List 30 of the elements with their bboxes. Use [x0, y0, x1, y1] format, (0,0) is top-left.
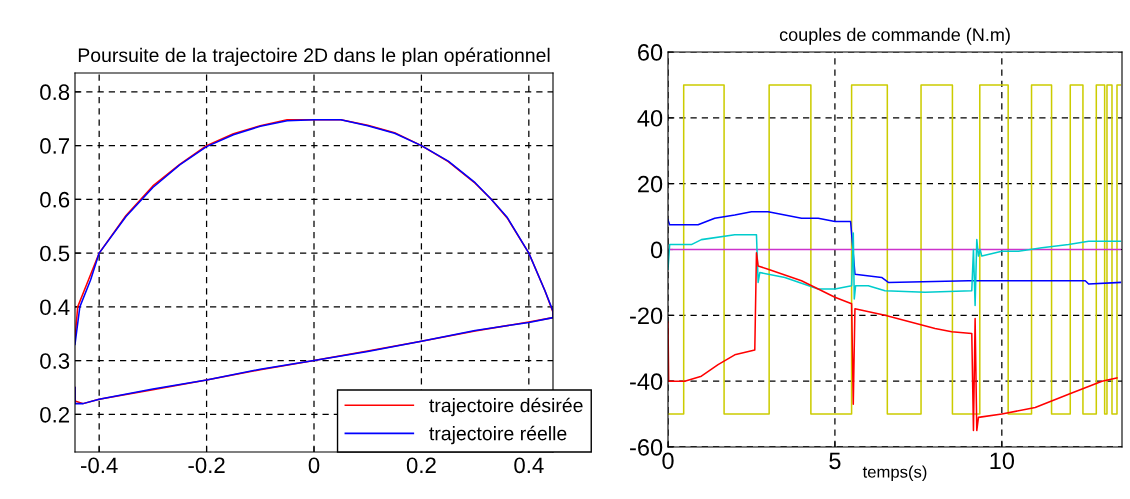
- y-tick-label: 0.6: [40, 191, 70, 208]
- x-tick-label: -0.4: [81, 457, 118, 474]
- legend-label: trajectoire désirée: [429, 397, 583, 417]
- y-tick-label: 60: [638, 44, 663, 61]
- x-tick-label: 0: [662, 452, 674, 470]
- chart-title: couples de commande (N.m): [779, 27, 1010, 45]
- y-tick-label: 0.3: [40, 353, 70, 369]
- x-tick-label: 0: [308, 457, 320, 474]
- legend-label: trajectoire réelle: [429, 425, 567, 445]
- y-tick-label: -40: [630, 373, 663, 390]
- x-axis-title: temps(s): [862, 465, 927, 482]
- y-tick-label: 0.5: [40, 245, 70, 262]
- y-tick-label: 0.4: [40, 299, 70, 316]
- x-tick-label: 10: [990, 452, 1015, 470]
- y-tick-label: 0.7: [40, 138, 70, 154]
- y-tick-label: 0.8: [40, 84, 70, 101]
- chart-title: Poursuite de la trajectoire 2D dans le plan opérationnel: [78, 47, 550, 66]
- y-tick-label: -60: [630, 439, 663, 456]
- x-tick-label: 5: [829, 452, 841, 470]
- line-series: [668, 232, 1122, 307]
- line-series: [668, 252, 1118, 432]
- y-tick-label: 0.2: [40, 406, 70, 423]
- y-tick-label: 20: [638, 175, 663, 193]
- y-tick-label: 0: [650, 241, 663, 259]
- y-tick-label: -20: [630, 307, 663, 325]
- x-tick-label: 0.4: [514, 457, 544, 474]
- y-tick-label: 40: [637, 109, 663, 127]
- x-tick-label: -0.2: [188, 457, 225, 474]
- line-series: [668, 210, 1122, 285]
- x-tick-label: 0.2: [406, 457, 436, 474]
